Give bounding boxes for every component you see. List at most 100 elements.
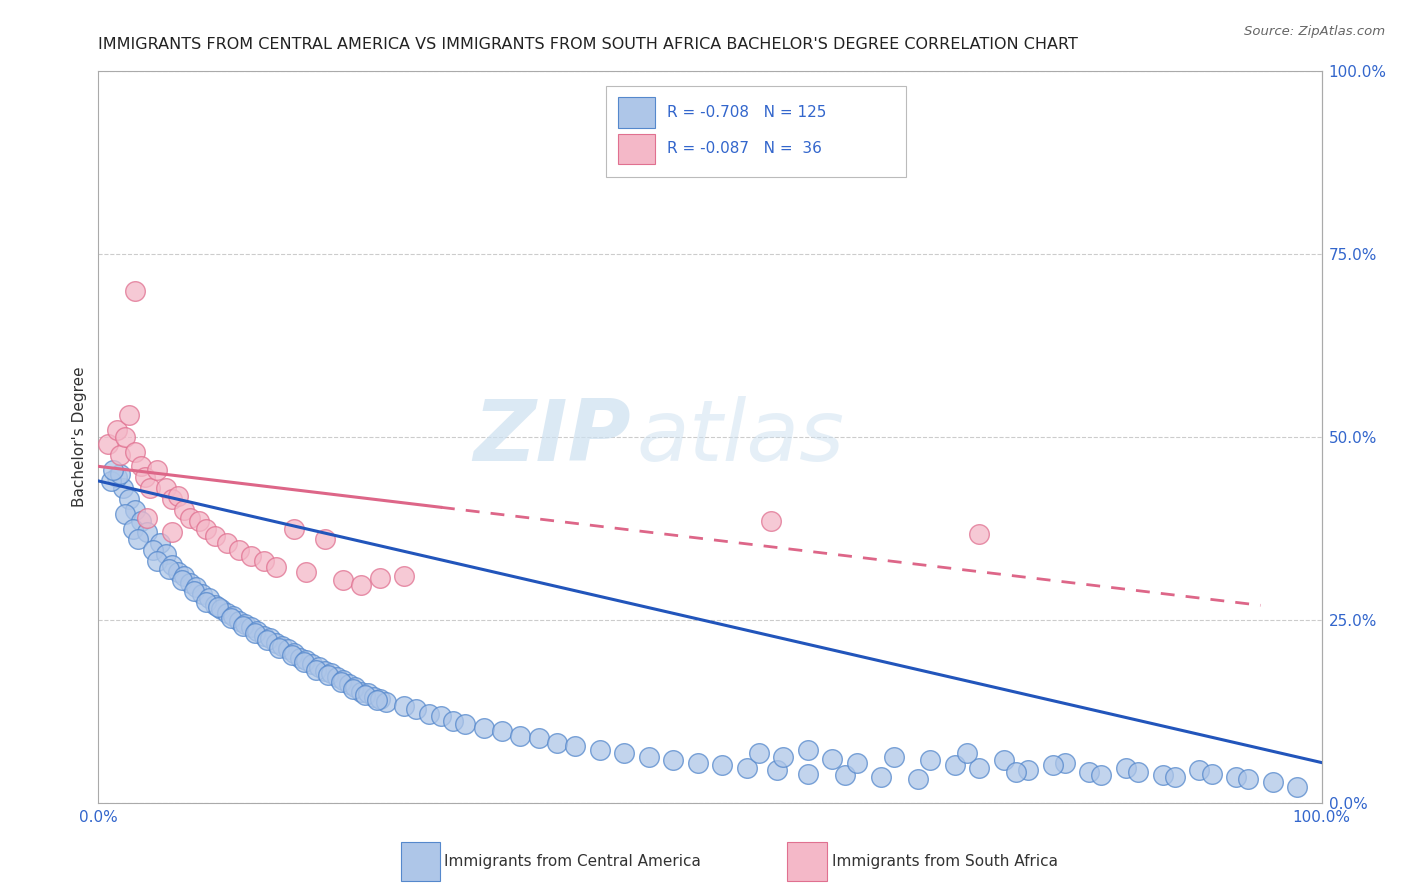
Point — [319, 665, 342, 680]
Text: IMMIGRANTS FROM CENTRAL AMERICA VS IMMIGRANTS FROM SOUTH AFRICA BACHELOR'S DEGRE: IMMIGRANTS FROM CENTRAL AMERICA VS IMMIG… — [98, 37, 1078, 52]
Point — [124, 284, 146, 298]
Point — [337, 677, 360, 691]
Point — [179, 576, 201, 591]
Point — [356, 686, 378, 700]
Point — [441, 714, 464, 728]
Point — [173, 503, 195, 517]
Point — [735, 761, 758, 775]
Point — [114, 507, 136, 521]
Point — [118, 408, 141, 422]
Point — [277, 642, 299, 657]
Point — [1128, 765, 1150, 780]
Point — [883, 750, 905, 764]
Point — [228, 543, 250, 558]
FancyBboxPatch shape — [619, 97, 655, 128]
Point — [167, 566, 190, 580]
Point — [129, 459, 152, 474]
Point — [797, 743, 820, 757]
Point — [318, 667, 340, 681]
Text: atlas: atlas — [637, 395, 845, 479]
Point — [509, 729, 531, 743]
Point — [329, 675, 352, 690]
Point — [240, 549, 263, 563]
Point — [342, 682, 364, 697]
Point — [350, 578, 373, 592]
Point — [155, 547, 177, 561]
Point — [295, 566, 318, 580]
Point — [332, 573, 354, 587]
Point — [332, 673, 354, 687]
Point — [956, 746, 979, 760]
Point — [368, 570, 391, 584]
Point — [1225, 770, 1247, 784]
Point — [301, 657, 323, 671]
Point — [232, 619, 254, 633]
Point — [1053, 756, 1076, 770]
Point — [264, 560, 287, 574]
Point — [256, 633, 278, 648]
Point — [246, 624, 269, 638]
Point — [761, 514, 783, 528]
Point — [374, 695, 396, 709]
Y-axis label: Bachelor's Degree: Bachelor's Degree — [72, 367, 87, 508]
Point — [363, 690, 385, 704]
Point — [834, 768, 856, 782]
Point — [1090, 768, 1112, 782]
Point — [546, 736, 568, 750]
Point — [368, 692, 391, 706]
Point — [993, 753, 1015, 767]
Point — [146, 463, 169, 477]
Point — [290, 651, 312, 665]
Point — [589, 743, 612, 757]
Point — [454, 716, 477, 731]
Point — [283, 521, 305, 535]
Point — [270, 639, 294, 653]
Point — [110, 467, 132, 481]
Point — [170, 573, 193, 587]
Point — [127, 533, 149, 547]
Point — [305, 663, 328, 677]
Point — [215, 606, 238, 620]
Point — [1237, 772, 1260, 787]
Point — [259, 632, 281, 646]
Point — [662, 753, 685, 767]
Point — [1286, 780, 1309, 794]
Point — [155, 481, 177, 495]
Point — [209, 602, 232, 616]
Point — [191, 587, 214, 601]
Point — [354, 688, 377, 702]
Point — [308, 660, 330, 674]
Point — [197, 591, 219, 605]
Point — [204, 599, 226, 613]
Point — [264, 636, 287, 650]
Point — [344, 680, 367, 694]
Point — [1017, 763, 1039, 777]
Point — [280, 648, 302, 662]
Text: ZIP: ZIP — [472, 395, 630, 479]
Point — [105, 470, 128, 484]
Point — [195, 594, 218, 608]
Point — [907, 772, 929, 787]
Point — [967, 526, 990, 541]
Point — [314, 664, 336, 678]
Point — [167, 489, 190, 503]
Point — [157, 562, 180, 576]
Point — [392, 569, 416, 583]
Point — [146, 554, 169, 568]
Point — [845, 756, 868, 770]
Point — [326, 670, 349, 684]
Point — [179, 510, 201, 524]
Point — [392, 699, 416, 714]
Point — [1261, 775, 1284, 789]
Point — [686, 756, 709, 770]
Point — [1164, 770, 1187, 784]
Point — [233, 616, 256, 631]
Point — [870, 770, 893, 784]
Point — [160, 492, 183, 507]
Point — [638, 750, 661, 764]
Point — [366, 693, 388, 707]
Point — [195, 521, 218, 535]
Point — [1201, 766, 1223, 780]
Point — [283, 646, 305, 660]
Point — [129, 514, 152, 528]
